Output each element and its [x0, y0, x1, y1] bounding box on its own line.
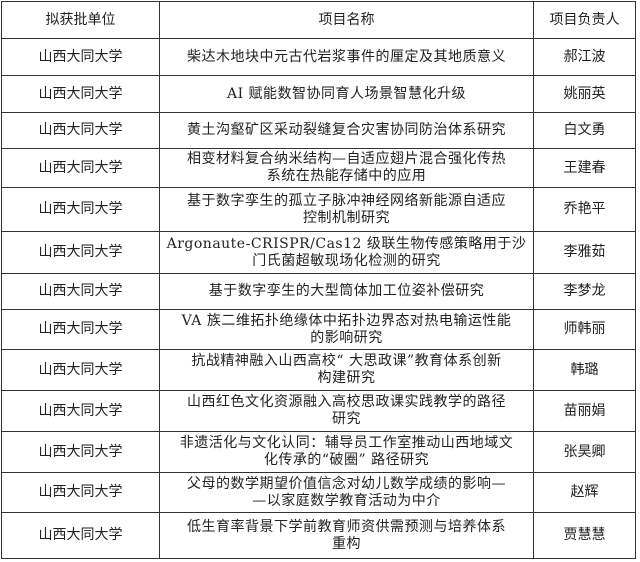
leader-cell: 李梦龙: [533, 273, 636, 310]
unit-cell: 山西大同大学: [1, 512, 160, 559]
project-name-cell: VA 族二维拓扑绝缘体中拓扑边界态对热电输运性能 的影响研究: [159, 309, 534, 350]
project-name-line: 黄土沟壑矿区采动裂缝复合灾害协同防治体系研究: [187, 122, 506, 138]
leader-cell: 赵辉: [533, 472, 636, 513]
table-header-row: 拟获批单位 项目名称 项目负责人: [1, 1, 636, 39]
table-row: 山西大同大学 Argonaute-CRISPR/Cas12 级联生物传感策略用于沙…: [1, 231, 636, 274]
table-row: 山西大同大学 相变材料复合纳米结构—自适应翅片混合强化传热 系统在热能存储中的应用王…: [1, 148, 636, 188]
project-name-cell: 抗战精神融入山西高校“ 大思政课”教育体系创新 构建研究: [159, 349, 534, 391]
table-row: 山西大同大学 VA 族二维拓扑绝缘体中拓扑边界态对热电输运性能 的影响研究 师韩丽: [1, 309, 636, 350]
table-row: 山西大同大学 柴达木地块中元古代岩浆事件的厘定及其地质意义 郝江波: [1, 38, 636, 76]
project-name-line: 基于数字孪生的大型筒体加工位姿补偿研究: [208, 283, 485, 299]
unit-cell: 山西大同大学: [1, 187, 160, 232]
unit-cell: 山西大同大学: [1, 472, 160, 513]
project-name-line: 山西红色文化资源融入高校思政课实践教学的路径: [187, 394, 506, 410]
table-row: 山西大同大学 抗战精神融入山西高校“ 大思政课”教育体系创新 构建研究 韩璐: [1, 349, 636, 391]
unit-cell: 山西大同大学: [1, 349, 160, 391]
header-unit: 拟获批单位: [1, 1, 160, 39]
leader-cell: 韩璐: [533, 349, 636, 391]
unit-cell: 山西大同大学: [1, 390, 160, 432]
header-leader: 项目负责人: [533, 1, 636, 39]
project-name-line: 相变材料复合纳米结构—自适应翅片混合强化传热: [187, 151, 506, 167]
project-name-line: 非遗活化与文化认同：辅导员工作室推动山西地域文: [179, 435, 514, 451]
project-name-line: AI 赋能数智协同育人场景智慧化升级: [226, 85, 467, 102]
project-name-line: 门氏菌超敏现场化检测的研究: [252, 252, 441, 269]
project-name-line: 父母的数学期望价值信念对幼儿数学成绩的影响—: [187, 475, 506, 492]
project-name-cell: 非遗活化与文化认同：辅导员工作室推动山西地域文 化传承的“破圈” 路径研究: [159, 431, 534, 473]
unit-cell: 山西大同大学: [1, 231, 160, 274]
table-row: 山西大同大学 非遗活化与文化认同：辅导员工作室推动山西地域文 化传承的“破圈” 路径…: [1, 431, 636, 473]
unit-cell: 山西大同大学: [1, 309, 160, 350]
unit-cell: 山西大同大学: [1, 38, 160, 76]
project-name-line: 低生育率背景下学前教育师资供需预测与培养体系: [187, 518, 506, 535]
unit-cell: 山西大同大学: [1, 75, 160, 113]
project-name-line: 重构: [332, 535, 361, 552]
project-name-line: 基于数字孪生的孤立子脉冲神经网络新能源自适应: [187, 192, 506, 209]
table-row: 山西大同大学 父母的数学期望价值信念对幼儿数学成绩的影响— —以家庭数学教育活动为中…: [1, 472, 636, 513]
project-name-line: VA 族二维拓扑绝缘体中拓扑边界态对热电输运性能: [181, 312, 512, 329]
unit-cell: 山西大同大学: [1, 431, 160, 473]
project-name-line: 控制机制研究: [303, 209, 390, 226]
table-row: 山西大同大学 基于数字孪生的大型筒体加工位姿补偿研究 李梦龙: [1, 273, 636, 310]
project-name-cell: 相变材料复合纳米结构—自适应翅片混合强化传热 系统在热能存储中的应用: [159, 148, 534, 188]
project-name-line: 柴达木地块中元古代岩浆事件的厘定及其地质意义: [187, 48, 506, 65]
table-row: 山西大同大学 AI 赋能数智协同育人场景智慧化升级 姚丽英: [1, 75, 636, 113]
leader-cell: 张昊卿: [533, 431, 636, 473]
project-name-line: 研究: [332, 411, 361, 427]
table-row: 山西大同大学 山西红色文化资源融入高校思政课实践教学的路径 研究 苗丽娟: [1, 390, 636, 432]
project-name-cell: 低生育率背景下学前教育师资供需预测与培养体系 重构: [159, 512, 534, 559]
project-name-cell: 父母的数学期望价值信念对幼儿数学成绩的影响— —以家庭数学教育活动为中介: [159, 472, 534, 513]
project-name-line: 系统在热能存储中的应用: [266, 168, 427, 184]
table-row: 山西大同大学 低生育率背景下学前教育师资供需预测与培养体系 重构 贾慧慧: [1, 512, 636, 559]
unit-cell: 山西大同大学: [1, 148, 160, 188]
project-name-cell: 柴达木地块中元古代岩浆事件的厘定及其地质意义: [159, 38, 534, 76]
leader-cell: 苗丽娟: [533, 390, 636, 432]
project-name-cell: 基于数字孪生的大型筒体加工位姿补偿研究: [159, 273, 534, 310]
project-name-line: 构建研究: [317, 370, 376, 386]
project-name-line: 抗战精神融入山西高校“ 大思政课”教育体系创新: [191, 353, 502, 369]
unit-cell: 山西大同大学: [1, 273, 160, 310]
project-name-cell: 山西红色文化资源融入高校思政课实践教学的路径 研究: [159, 390, 534, 432]
project-name-cell: Argonaute-CRISPR/Cas12 级联生物传感策略用于沙 门氏菌超敏现…: [159, 231, 534, 274]
leader-cell: 王建春: [533, 148, 636, 188]
leader-cell: 贾慧慧: [533, 512, 636, 559]
leader-cell: 白文勇: [533, 112, 636, 149]
project-name-cell: 基于数字孪生的孤立子脉冲神经网络新能源自适应 控制机制研究: [159, 187, 534, 232]
header-project-name: 项目名称: [159, 1, 534, 39]
project-name-cell: 黄土沟壑矿区采动裂缝复合灾害协同防治体系研究: [159, 112, 534, 149]
table-row: 山西大同大学 黄土沟壑矿区采动裂缝复合灾害协同防治体系研究 白文勇: [1, 112, 636, 149]
leader-cell: 姚丽英: [533, 75, 636, 113]
project-name-cell: AI 赋能数智协同育人场景智慧化升级: [159, 75, 534, 113]
table-row: 山西大同大学 基于数字孪生的孤立子脉冲神经网络新能源自适应 控制机制研究 乔艳平: [1, 187, 636, 232]
project-name-line: Argonaute-CRISPR/Cas12 级联生物传感策略用于沙: [166, 235, 527, 252]
table-body: 山西大同大学 柴达木地块中元古代岩浆事件的厘定及其地质意义 郝江波 山西大同大学 AI …: [1, 38, 636, 559]
leader-cell: 乔艳平: [533, 187, 636, 232]
leader-cell: 师韩丽: [533, 309, 636, 350]
project-name-line: —以家庭数学教育活动为中介: [252, 492, 441, 509]
project-name-line: 的影响研究: [310, 329, 383, 346]
leader-cell: 郝江波: [533, 38, 636, 76]
project-name-line: 化传承的“破圈” 路径研究: [263, 452, 430, 468]
unit-cell: 山西大同大学: [1, 112, 160, 149]
leader-cell: 李雅茹: [533, 231, 636, 274]
